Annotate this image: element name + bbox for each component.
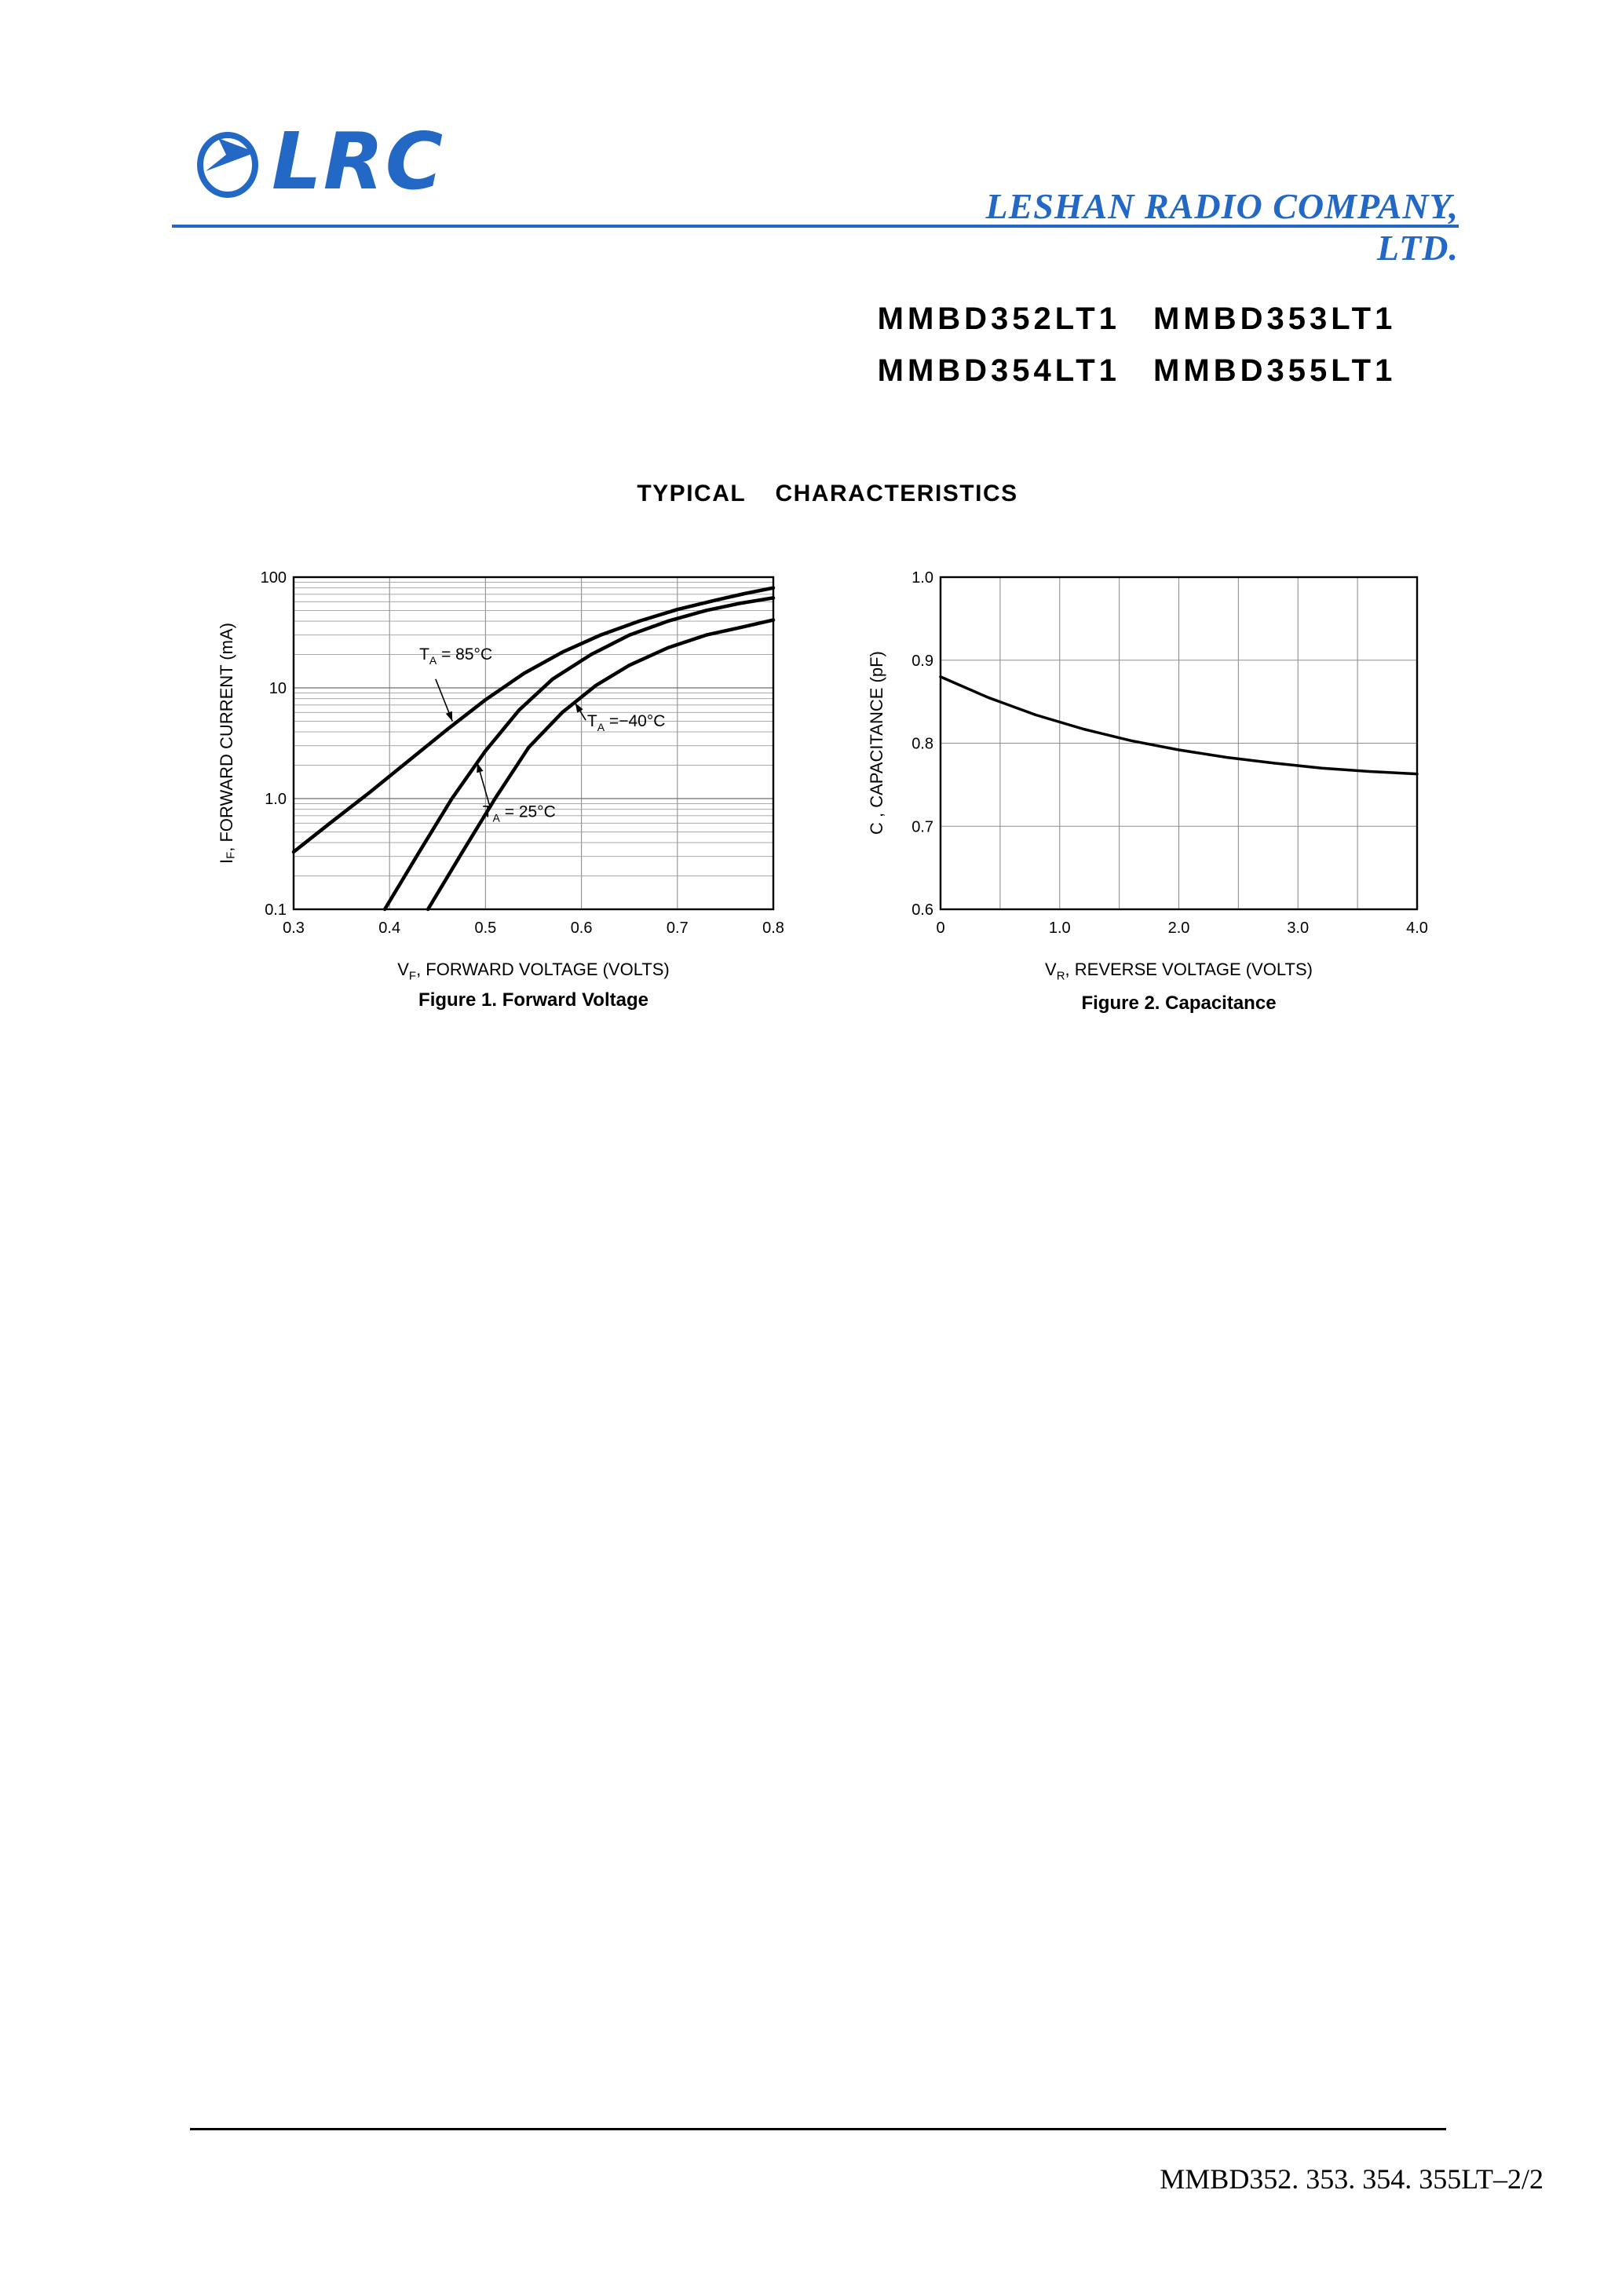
svg-text:0.6: 0.6 bbox=[911, 901, 933, 919]
svg-text:0.7: 0.7 bbox=[911, 818, 933, 835]
figure1-caption: Figure 1. Forward Voltage bbox=[418, 989, 648, 1011]
section-title: TYPICAL CHARACTERISTICS bbox=[637, 481, 1018, 506]
axis-label-subscript: F bbox=[408, 969, 417, 983]
axis-label-subscript: R bbox=[1056, 969, 1065, 983]
page-reference: MMBD352. 353. 354. 355LT–2/2 bbox=[1160, 2163, 1543, 2195]
svg-text:100: 100 bbox=[261, 569, 287, 587]
part-numbers-line1: MMBD352LT1 MMBD353LT1 bbox=[877, 302, 1397, 336]
svg-text:0.5: 0.5 bbox=[474, 919, 496, 937]
axis-label-text: , FORWARD CURRENT (mA) bbox=[217, 623, 236, 852]
figure1-y-axis-title: IF, FORWARD CURRENT (mA) bbox=[217, 577, 245, 909]
svg-text:TA =−40°C: TA =−40°C bbox=[587, 712, 665, 733]
figure2-x-axis-title: VR, REVERSE VOLTAGE (VOLTS) bbox=[941, 960, 1417, 982]
svg-text:4.0: 4.0 bbox=[1406, 919, 1428, 937]
svg-text:1.0: 1.0 bbox=[911, 569, 933, 587]
header-divider bbox=[172, 225, 1459, 228]
figure2-y-axis-title: C , CAPACITANCE (pF) bbox=[867, 577, 895, 909]
svg-text:0.8: 0.8 bbox=[911, 736, 933, 753]
figure1-chart: 0.3 0.4 0.5 0.6 0.7 0.8 0.1 1.0 10 100 TA = 85°C TA… bbox=[261, 569, 784, 937]
figure2-chart: 0 1.0 2.0 3.0 4.0 0.6 0.7 0.8 0.9 1.0 bbox=[911, 569, 1428, 937]
svg-text:0.9: 0.9 bbox=[911, 653, 933, 670]
lrc-logo-text: LRC bbox=[272, 115, 445, 207]
axis-label-text: V bbox=[397, 960, 409, 979]
axis-label-text: V bbox=[1045, 960, 1057, 979]
svg-text:0.6: 0.6 bbox=[571, 919, 593, 937]
lrc-logo-icon bbox=[197, 132, 258, 198]
company-name: LESHAN RADIO COMPANY, LTD. bbox=[985, 186, 1459, 268]
figure2-caption: Figure 2. Capacitance bbox=[1081, 993, 1277, 1014]
axis-label-text: , REVERSE VOLTAGE (VOLTS) bbox=[1065, 960, 1313, 979]
svg-text:TA = 85°C: TA = 85°C bbox=[419, 645, 492, 667]
figure1-x-axis-title: VF, FORWARD VOLTAGE (VOLTS) bbox=[294, 960, 773, 982]
axis-label-text: C bbox=[867, 822, 886, 835]
svg-text:0.1: 0.1 bbox=[265, 901, 287, 919]
axis-label-text: I bbox=[217, 858, 236, 864]
axis-label-text: , FORWARD VOLTAGE (VOLTS) bbox=[416, 960, 670, 979]
svg-text:2.0: 2.0 bbox=[1168, 919, 1190, 937]
svg-text:0: 0 bbox=[936, 919, 944, 937]
footer-divider bbox=[190, 2128, 1446, 2130]
svg-text:10: 10 bbox=[269, 680, 287, 697]
svg-text:0.8: 0.8 bbox=[762, 919, 784, 937]
svg-text:0.3: 0.3 bbox=[283, 919, 305, 937]
svg-text:0.7: 0.7 bbox=[667, 919, 689, 937]
axis-label-text: , CAPACITANCE (pF) bbox=[867, 651, 886, 823]
part-numbers-line2: MMBD354LT1 MMBD355LT1 bbox=[877, 353, 1397, 388]
svg-text:TA = 25°C: TA = 25°C bbox=[483, 803, 556, 824]
axis-label-subscript: F bbox=[224, 851, 238, 859]
svg-text:1.0: 1.0 bbox=[265, 791, 287, 808]
svg-text:0.4: 0.4 bbox=[378, 919, 400, 937]
svg-text:3.0: 3.0 bbox=[1287, 919, 1309, 937]
svg-text:1.0: 1.0 bbox=[1049, 919, 1071, 937]
lrc-logo: LRC bbox=[195, 122, 444, 201]
